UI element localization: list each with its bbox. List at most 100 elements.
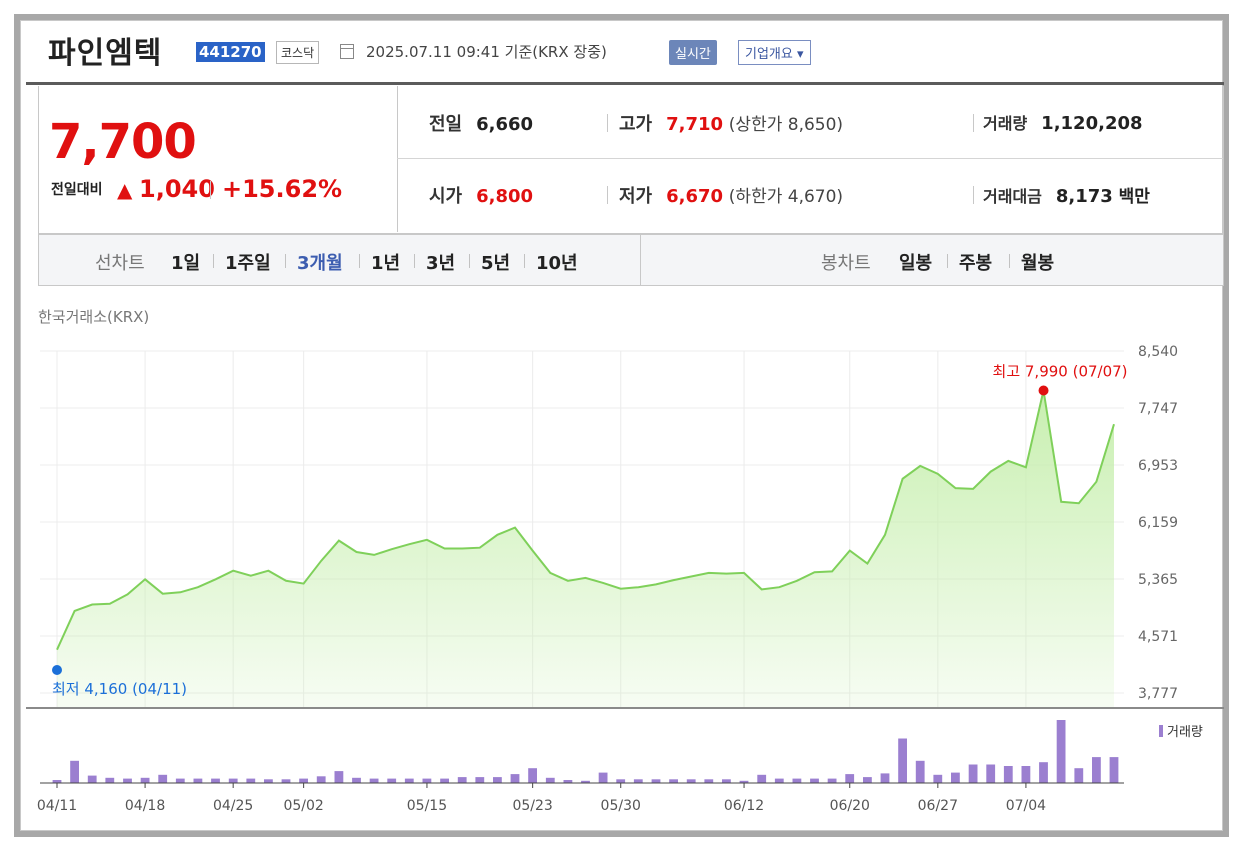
price-change: 1,040 [139,175,215,203]
volume-bar [158,774,168,783]
price-chart: 8,540 7,747 6,953 6,159 5,365 4,571 3,777 최고 7,… [26,344,1224,814]
realtime-button[interactable]: 실시간 [669,40,717,65]
volume-bar [633,779,643,783]
volume-bar [369,778,379,783]
open-value: 6,800 [476,186,534,207]
volume-bar [704,779,714,783]
volume-bar [1039,762,1048,783]
prev-close-label: 전일 [429,114,463,135]
x-tick-label: 05/02 [283,798,323,814]
y-tick-label: 5,365 [1138,572,1178,588]
company-overview-button[interactable]: 기업개요 ▾ [738,40,811,65]
tab-1d[interactable]: 1일 [171,253,201,274]
low-value: 6,670 [666,186,724,207]
y-tick-label: 7,747 [1138,401,1178,417]
stock-header: 파인엠텍 441270 코스닥 2025.07.11 09:41 기준(KRX … [26,20,1224,85]
volume-bar [440,778,449,783]
price-summary: 7,700 전일대비 ▲ 1,040 +15.62% 전일 6,660 고가 7,7… [38,86,1224,234]
volume-bar [140,777,150,783]
volume-bar [686,779,696,783]
x-tick-label: 06/27 [918,798,958,814]
volume-bar [898,738,907,783]
volume-bar [281,779,291,783]
chart-period-tabs: 선차트 1일 1주일 3개월 1년 3년 5년 10년 봉차트 일봉 주봉 월봉 [38,234,1224,286]
volume-bar [193,778,203,783]
volume-bar [1056,720,1066,783]
x-tick-label: 07/04 [1006,798,1046,814]
tab-5y[interactable]: 5년 [481,253,511,274]
volume-bar [810,778,819,783]
x-tick-label: 05/30 [601,798,641,814]
tab-10y[interactable]: 10년 [536,253,578,274]
volume-bar [651,779,661,783]
divider [947,254,948,268]
volume-bar [352,777,361,783]
volume-bar [87,775,97,783]
divider [213,254,214,268]
stock-name[interactable]: 파인엠텍 [48,36,163,71]
volume-bar [404,778,414,783]
volume-bar [246,778,256,783]
divider [414,254,415,268]
volume-bar [211,778,220,783]
divider [359,254,360,268]
volume-bar [175,778,185,783]
divider [524,254,525,268]
lower-limit: (하한가 4,670) [728,187,844,207]
price-area [57,390,1114,708]
tab-3y[interactable]: 3년 [426,253,456,274]
volume-bar [915,760,925,783]
tab-1w[interactable]: 1주일 [225,253,271,274]
tab-1y[interactable]: 1년 [371,253,401,274]
market-badge: 코스닥 [276,41,320,64]
open-label: 시가 [429,186,463,207]
volume-bar [933,774,943,783]
current-price-panel: 7,700 전일대비 ▲ 1,040 +15.62% [39,86,398,232]
candle-chart-label: 봉차트 [821,253,871,274]
volume-value: 1,120,208 [1041,113,1143,134]
volume-bar [299,778,308,783]
tab-daily[interactable]: 일봉 [899,253,933,274]
volume-bar [863,777,872,783]
volume-bar [598,772,608,783]
divider [285,254,286,268]
volume-bar [968,764,978,783]
volume-bar [528,768,537,783]
upper-limit: (상한가 8,650) [728,115,844,135]
y-tick-label: 6,159 [1138,515,1178,531]
volume-bar [669,779,678,783]
volume-bar [228,778,238,783]
current-price: 7,700 [49,114,197,170]
tab-3m[interactable]: 3개월 [297,253,343,274]
volume-bar [545,777,555,783]
y-tick-label: 3,777 [1138,686,1178,702]
volume-bar [757,774,767,783]
y-tick-label: 4,571 [1138,629,1178,645]
volume-bar [986,764,996,783]
volume-legend-label: 거래량 [1167,725,1203,740]
volume-legend-swatch [1159,725,1163,737]
prev-close-cell: 전일 6,660 [429,110,533,136]
stock-code: 441270 [196,42,265,62]
change-label: 전일대비 [51,182,103,198]
tab-monthly[interactable]: 월봉 [1021,253,1055,274]
volume-bar [493,777,502,783]
volume-bar [1109,757,1119,783]
y-tick-label: 6,953 [1138,458,1178,474]
high-value: 7,710 [666,114,724,135]
volume-bar [951,772,960,783]
divider [640,235,641,285]
volume-bar [123,778,132,783]
amount-label: 거래대금 [983,187,1042,206]
x-tick-label: 06/12 [724,798,764,814]
volume-bar [510,774,520,783]
divider [607,186,608,204]
volume-bar [845,774,855,783]
y-tick-label: 8,540 [1138,344,1178,360]
volume-bar [387,778,397,783]
volume-bar [792,778,802,783]
line-chart-label: 선차트 [95,253,145,274]
x-tick-label: 04/25 [213,798,253,814]
amount-cell: 거래대금 8,173 백만 [983,182,1150,207]
tab-weekly[interactable]: 주봉 [959,253,993,274]
